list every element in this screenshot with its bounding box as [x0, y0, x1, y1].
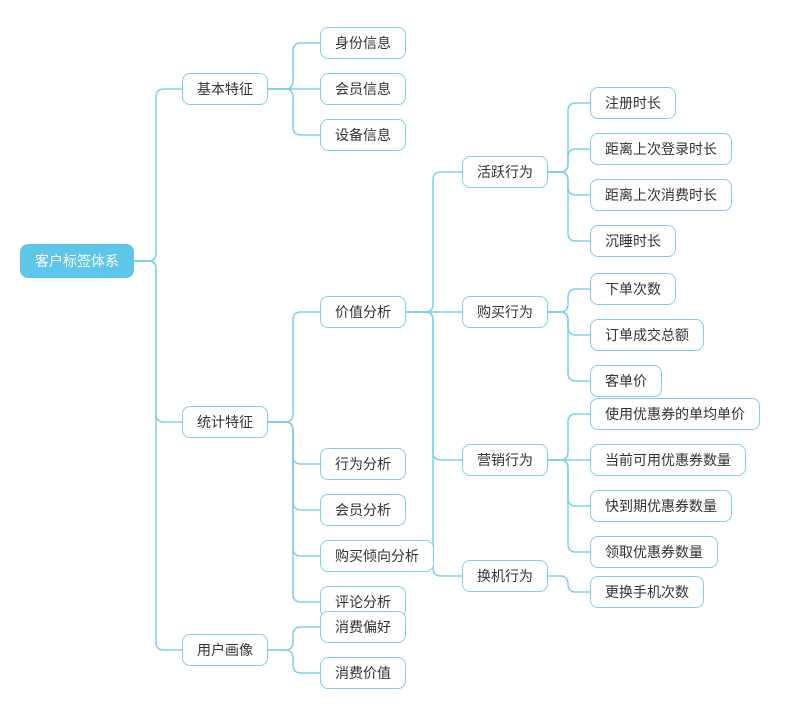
connector — [546, 460, 590, 506]
node-l3v3: 营销行为 — [462, 444, 548, 476]
node-label: 基本特征 — [197, 79, 253, 99]
node-label: 购买倾向分析 — [335, 546, 419, 566]
node-label: 客户标签体系 — [35, 251, 119, 271]
connector — [546, 460, 590, 552]
node-l2a3: 设备信息 — [320, 119, 406, 151]
node-l4c3: 快到期优惠券数量 — [590, 490, 732, 522]
connector — [546, 289, 590, 312]
connector — [404, 172, 462, 312]
node-label: 距离上次消费时长 — [605, 185, 717, 205]
node-l2c1: 消费偏好 — [320, 611, 406, 643]
node-l2b4: 购买倾向分析 — [320, 540, 434, 572]
node-l4a4: 沉睡时长 — [590, 225, 676, 257]
node-root: 客户标签体系 — [20, 244, 134, 278]
node-label: 设备信息 — [335, 125, 391, 145]
node-label: 下单次数 — [605, 279, 661, 299]
connector — [266, 422, 320, 510]
connector — [404, 312, 462, 576]
node-l3v1: 活跃行为 — [462, 156, 548, 188]
connector — [266, 422, 320, 556]
node-l1c: 用户画像 — [182, 634, 268, 666]
node-label: 客单价 — [605, 371, 647, 391]
diagram-canvas: 客户标签体系 基本特征统计特征用户画像 身份信息会员信息设备信息价值分析行为分析会员… — [0, 0, 807, 721]
connector — [404, 312, 462, 460]
connector — [266, 89, 320, 135]
node-label: 沉睡时长 — [605, 231, 661, 251]
node-label: 统计特征 — [197, 412, 253, 432]
node-label: 当前可用优惠券数量 — [605, 450, 731, 470]
node-label: 注册时长 — [605, 93, 661, 113]
node-l1b: 统计特征 — [182, 406, 268, 438]
connector — [266, 312, 320, 422]
node-l2b2: 行为分析 — [320, 448, 406, 480]
node-l2b1: 价值分析 — [320, 296, 406, 328]
node-label: 营销行为 — [477, 450, 533, 470]
node-label: 消费偏好 — [335, 617, 391, 637]
connector — [266, 627, 320, 650]
node-label: 更换手机次数 — [605, 582, 689, 602]
node-l2c2: 消费价值 — [320, 657, 406, 689]
node-l4c4: 领取优惠券数量 — [590, 536, 718, 568]
node-l4c1: 使用优惠券的单均单价 — [590, 398, 760, 430]
node-label: 订单成交总额 — [605, 325, 689, 345]
connector — [266, 422, 320, 602]
connector — [546, 576, 590, 592]
connector — [130, 261, 182, 650]
node-l4b1: 下单次数 — [590, 273, 676, 305]
node-l4a1: 注册时长 — [590, 87, 676, 119]
node-l4a3: 距离上次消费时长 — [590, 179, 732, 211]
connector — [266, 43, 320, 89]
connector — [546, 172, 590, 241]
node-l2a2: 会员信息 — [320, 73, 406, 105]
connector — [266, 422, 320, 464]
node-l1a: 基本特征 — [182, 73, 268, 105]
node-label: 评论分析 — [335, 592, 391, 612]
node-label: 快到期优惠券数量 — [605, 496, 717, 516]
node-l4b2: 订单成交总额 — [590, 319, 704, 351]
connector — [546, 103, 590, 172]
node-label: 会员信息 — [335, 79, 391, 99]
node-label: 行为分析 — [335, 454, 391, 474]
node-l4d1: 更换手机次数 — [590, 576, 704, 608]
node-l3v4: 换机行为 — [462, 560, 548, 592]
node-l2a1: 身份信息 — [320, 27, 406, 59]
node-label: 距离上次登录时长 — [605, 139, 717, 159]
connector — [546, 172, 590, 195]
node-label: 消费价值 — [335, 663, 391, 683]
node-l4c2: 当前可用优惠券数量 — [590, 444, 746, 476]
node-label: 会员分析 — [335, 500, 391, 520]
node-l3v2: 购买行为 — [462, 296, 548, 328]
connector — [546, 149, 590, 172]
connector — [130, 89, 182, 261]
node-l2b3: 会员分析 — [320, 494, 406, 526]
connector — [546, 414, 590, 460]
node-label: 使用优惠券的单均单价 — [605, 404, 745, 424]
node-label: 身份信息 — [335, 33, 391, 53]
node-label: 购买行为 — [477, 302, 533, 322]
connector — [546, 312, 590, 335]
node-label: 换机行为 — [477, 566, 533, 586]
node-label: 用户画像 — [197, 640, 253, 660]
connector — [546, 312, 590, 381]
node-label: 活跃行为 — [477, 162, 533, 182]
connector — [130, 261, 182, 422]
node-label: 价值分析 — [335, 302, 391, 322]
node-label: 领取优惠券数量 — [605, 542, 703, 562]
connector — [266, 650, 320, 673]
node-l4b3: 客单价 — [590, 365, 662, 397]
node-l4a2: 距离上次登录时长 — [590, 133, 732, 165]
